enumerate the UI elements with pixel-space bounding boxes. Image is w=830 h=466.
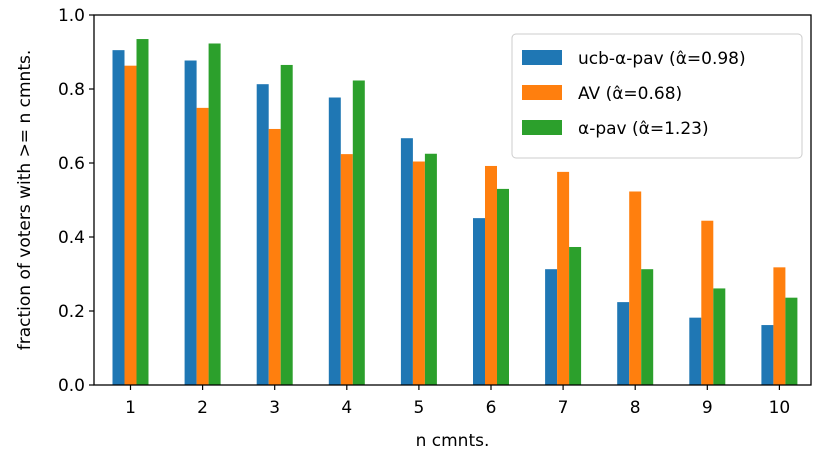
bar-series3-cat-8 xyxy=(641,269,654,385)
bar-series1-cat-1 xyxy=(112,50,125,386)
x-tick-label: 4 xyxy=(341,398,352,418)
bar-series3-cat-3 xyxy=(280,64,293,385)
bar-series1-cat-8 xyxy=(617,302,630,385)
y-tick-label: 1.0 xyxy=(58,6,85,26)
legend-label-series1: ucb-α-pav (α̂=0.98) xyxy=(578,49,746,69)
x-axis-label: n cmnts. xyxy=(416,431,490,451)
bar-series3-cat-5 xyxy=(424,153,437,385)
bar-series3-cat-6 xyxy=(497,188,509,385)
bar-series1-cat-7 xyxy=(545,269,558,385)
axes-frame xyxy=(93,14,812,386)
bar-series2-cat-3 xyxy=(268,128,281,385)
bar-series2-cat-1 xyxy=(124,65,137,385)
x-tick-label: 6 xyxy=(486,398,497,418)
y-tick-label: 0.2 xyxy=(58,302,85,322)
y-tick-label: 0.4 xyxy=(58,228,85,248)
bar-series2-cat-5 xyxy=(412,161,425,385)
bar-series2-cat-10 xyxy=(773,267,786,385)
bar-series1-cat-6 xyxy=(473,218,485,385)
x-tick-label: 2 xyxy=(197,398,208,418)
bar-series1-cat-3 xyxy=(256,84,269,385)
bar-series3-cat-10 xyxy=(785,297,798,385)
y-axis-label: fraction of voters with >= n cmnts. xyxy=(15,50,35,350)
legend-swatch-series2 xyxy=(522,85,562,100)
x-tick-label: 3 xyxy=(269,398,280,418)
y-ticks: 0.0 0.2 0.4 0.6 0.8 1.0 xyxy=(58,6,94,396)
x-tick-label: 10 xyxy=(769,398,791,418)
x-tick-label: 7 xyxy=(558,398,569,418)
bar-series3-cat-4 xyxy=(352,80,365,386)
x-tick-label: 8 xyxy=(630,398,641,418)
y-tick-label: 0.0 xyxy=(58,376,85,396)
legend: ucb-α-pav (α̂=0.98) AV (α̂=0.68) α-pav (α̂… xyxy=(511,33,803,159)
bar-series2-cat-9 xyxy=(701,220,714,385)
legend-swatch-series3 xyxy=(522,120,562,135)
x-tick-label: 9 xyxy=(702,398,713,418)
bar-series2-cat-2 xyxy=(196,107,209,386)
x-tick-label: 1 xyxy=(125,398,136,418)
bar-series3-cat-7 xyxy=(569,246,582,385)
legend-swatch-series1 xyxy=(522,50,562,65)
bar-series1-cat-5 xyxy=(400,138,413,385)
bar-series2-cat-7 xyxy=(557,171,570,385)
y-tick-label: 0.6 xyxy=(58,154,85,174)
x-tick-label: 5 xyxy=(413,398,424,418)
x-ticks: 1 2 3 4 5 6 7 8 9 10 xyxy=(125,385,790,418)
bar-series3-cat-2 xyxy=(208,43,221,386)
bar-series1-cat-2 xyxy=(184,60,197,385)
bar-series2-cat-6 xyxy=(485,165,497,385)
bar-series1-cat-10 xyxy=(761,325,774,385)
y-tick-label: 0.8 xyxy=(58,80,85,100)
bar-series2-cat-4 xyxy=(340,154,353,385)
legend-label-series3: α-pav (α̂=1.23) xyxy=(578,119,709,139)
legend-label-series2: AV (α̂=0.68) xyxy=(578,84,682,104)
bar-series3-cat-9 xyxy=(713,288,726,385)
legend-box xyxy=(511,33,803,159)
bar-series3-cat-1 xyxy=(136,39,149,386)
bar-series1-cat-4 xyxy=(328,97,341,385)
bar-series1-cat-9 xyxy=(689,317,702,385)
bars-group xyxy=(112,39,798,386)
bar-series2-cat-8 xyxy=(629,191,642,385)
